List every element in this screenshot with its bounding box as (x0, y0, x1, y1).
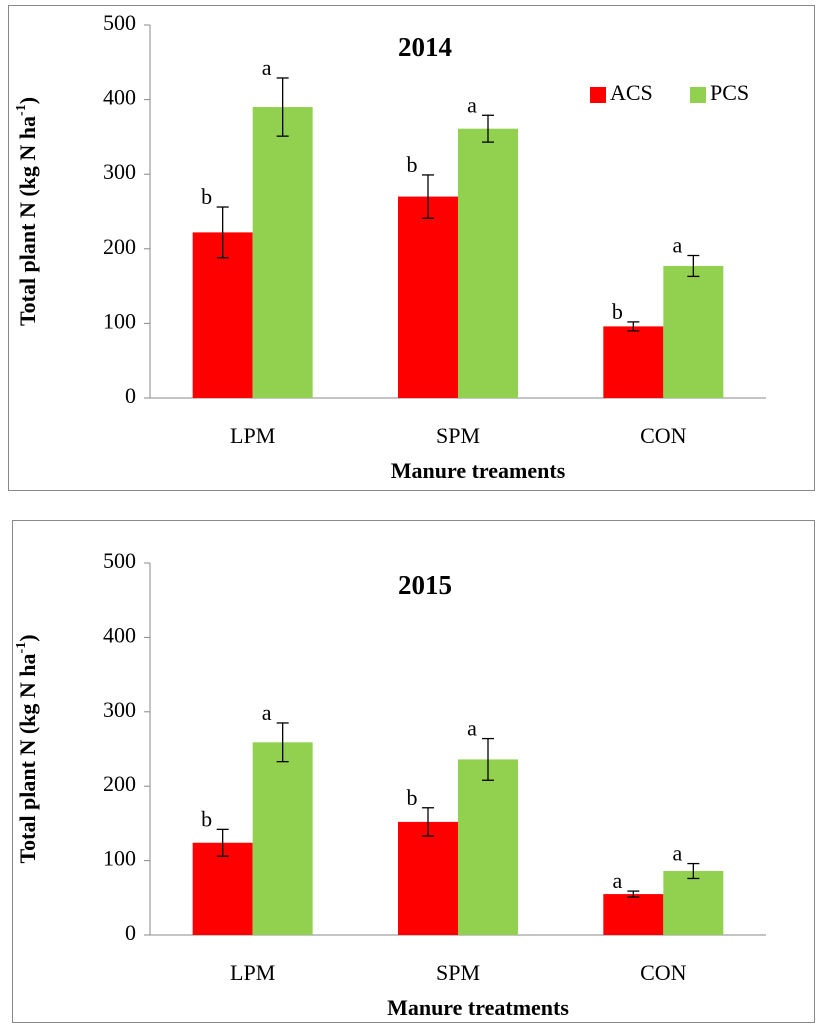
chart-title: 2014 (398, 32, 452, 62)
significance-letter: a (262, 700, 272, 725)
x-axis-label: Manure treatments (387, 995, 569, 1020)
x-tick-label: CON (640, 960, 687, 985)
bar (398, 821, 458, 935)
significance-letter: a (262, 55, 272, 80)
significance-letter: a (467, 92, 477, 117)
y-tick-label: 200 (103, 234, 136, 259)
chart-title: 2015 (398, 570, 452, 600)
significance-letter: a (467, 716, 477, 741)
y-tick-label: 0 (125, 920, 136, 945)
x-tick-label: SPM (436, 423, 480, 448)
chart-frame (12, 520, 815, 1023)
bar (192, 842, 253, 935)
bar (663, 265, 724, 398)
significance-letter: a (612, 868, 622, 893)
legend-label: PCS (710, 80, 749, 105)
y-axis-label: Total plant N (kg N ha-1) (14, 634, 40, 863)
y-axis-label-suffix: ) (15, 97, 40, 104)
chart-frame (8, 5, 815, 491)
x-tick-label: LPM (230, 960, 275, 985)
y-tick-label: 300 (103, 159, 136, 184)
bar (192, 232, 253, 398)
y-axis-label-superscript: -1 (14, 642, 29, 654)
y-axis-label-text: Total plant N (kg N ha (15, 653, 40, 863)
significance-letter: b (201, 184, 212, 209)
y-tick-label: 500 (103, 548, 136, 573)
significance-letter: b (201, 806, 212, 831)
y-tick-label: 400 (103, 85, 136, 110)
x-axis-label: Manure treaments (391, 458, 566, 483)
bar (398, 196, 458, 398)
legend-swatch (590, 87, 606, 103)
y-tick-label: 500 (103, 10, 136, 35)
bar (458, 128, 518, 398)
y-tick-label: 100 (103, 308, 136, 333)
significance-letter: b (407, 152, 418, 177)
y-axis-label: Total plant N (kg N ha-1) (14, 97, 40, 326)
bar (252, 107, 313, 398)
y-tick-label: 0 (125, 383, 136, 408)
y-tick-label: 400 (103, 622, 136, 647)
bar (603, 326, 664, 398)
legend-label: ACS (610, 80, 653, 105)
bar (663, 871, 724, 935)
y-tick-label: 200 (103, 771, 136, 796)
bar (603, 894, 664, 935)
y-axis-label-suffix: ) (15, 634, 40, 641)
legend-swatch (690, 87, 706, 103)
y-tick-label: 100 (103, 846, 136, 871)
y-axis-label-superscript: -1 (14, 104, 29, 116)
bar (458, 759, 518, 935)
significance-letter: b (407, 785, 418, 810)
x-tick-label: CON (640, 423, 687, 448)
x-tick-label: LPM (230, 423, 275, 448)
bar (252, 742, 313, 935)
significance-letter: b (612, 299, 623, 324)
x-tick-label: SPM (436, 960, 480, 985)
significance-letter: a (672, 233, 682, 258)
y-tick-label: 300 (103, 697, 136, 722)
y-axis-label-text: Total plant N (kg N ha (15, 116, 40, 326)
significance-letter: a (672, 841, 682, 866)
